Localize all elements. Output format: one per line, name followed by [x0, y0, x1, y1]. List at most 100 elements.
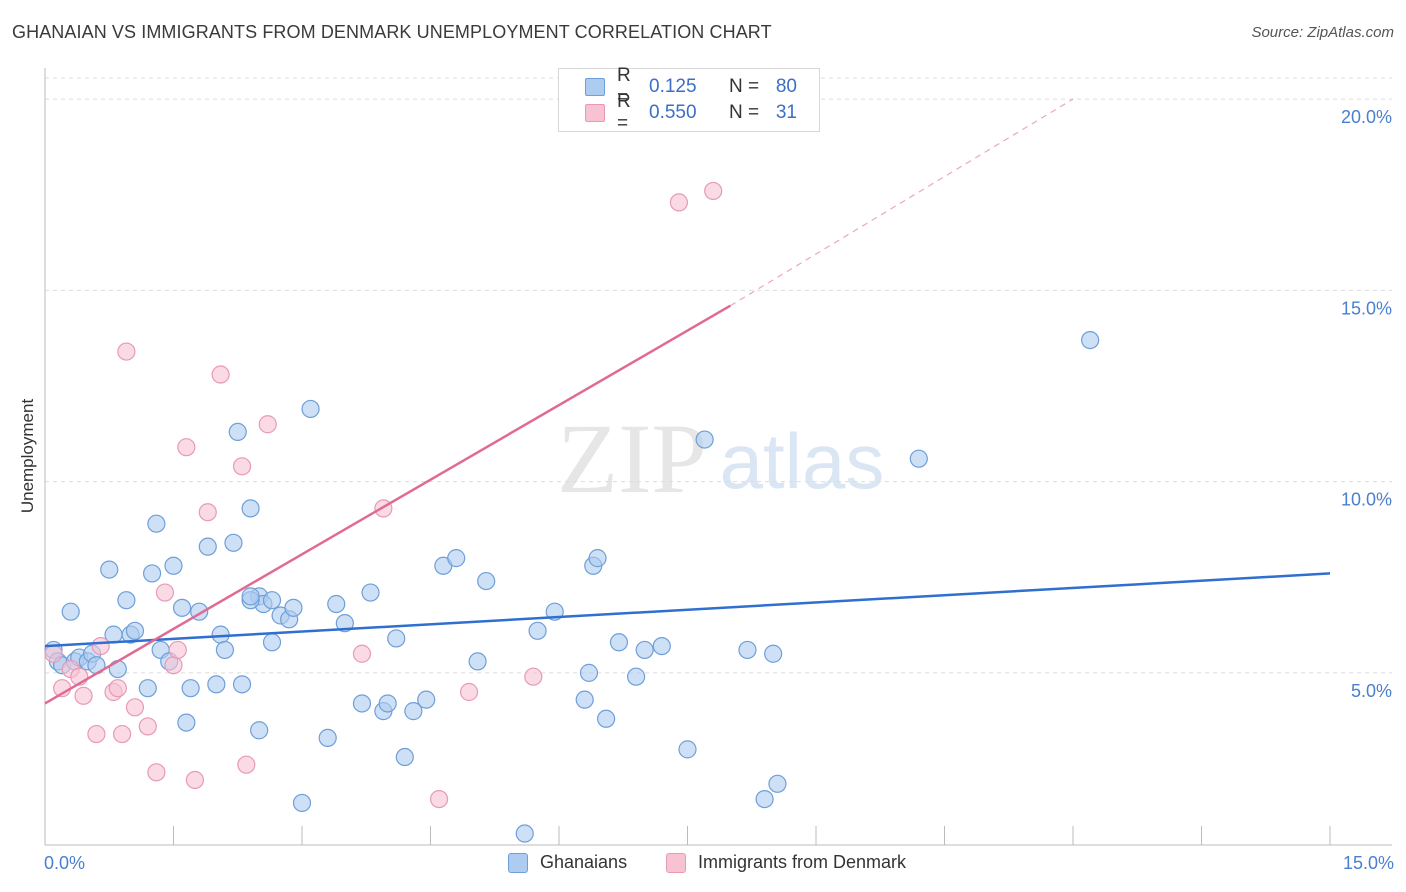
denmark-point [352, 644, 372, 663]
ghanaians-point [108, 659, 127, 679]
denmark-point [87, 724, 106, 744]
legend-swatch-blue [585, 78, 605, 96]
legend-n-value: 31 [775, 102, 797, 123]
denmark-point [108, 679, 127, 698]
ghanaians-point [327, 594, 346, 614]
ghanaians-point [597, 709, 616, 728]
ghanaians-point [575, 690, 594, 709]
denmark-point [524, 667, 543, 686]
denmark-point [168, 640, 187, 660]
y-tick-label: 5.0% [1351, 681, 1392, 701]
denmark-point [669, 193, 689, 212]
ghanaians-point [588, 549, 607, 568]
gridlines [45, 77, 1392, 674]
ghanaians-point [652, 636, 671, 656]
ghanaians-point [695, 430, 714, 449]
watermark: ZIP atlas [557, 403, 884, 514]
trend-lines [44, 98, 1331, 705]
tick-labels: 5.0% 10.0% 15.0% 20.0% 0.0% 15.0% [44, 107, 1394, 873]
ghanaians-point [147, 514, 166, 533]
ghanaians-point [318, 728, 337, 748]
ghanaians-point [579, 663, 599, 682]
denmark-point [125, 698, 145, 717]
ghanaians-point [468, 652, 487, 671]
ghanaians-point [528, 621, 547, 640]
denmark-point [74, 686, 93, 705]
ghanaians-point [764, 644, 783, 663]
ghanaians-point [241, 499, 260, 518]
ghanaians-point [117, 591, 136, 610]
ghanaians-point [768, 774, 787, 793]
ghanaians-point [1081, 331, 1100, 350]
ghanaians-point [378, 694, 397, 713]
ghanaians-point [447, 549, 466, 568]
ghanaians-point [284, 598, 303, 617]
ghanaians-point [172, 598, 192, 617]
denmark-point [258, 415, 277, 434]
ghanaians-point [164, 556, 183, 575]
denmark-point [185, 770, 205, 790]
denmark-point [177, 438, 196, 457]
ghanaians-trend-line [44, 572, 1331, 648]
bottom-legend-swatch-pink [666, 852, 686, 873]
ghanaians-point [477, 571, 496, 591]
ghanaians-point [125, 621, 145, 640]
legend-r-label: R = [617, 65, 631, 108]
legend-n-label: N = [729, 76, 760, 97]
legend-r-label: R = [617, 91, 631, 134]
denmark-point [459, 682, 479, 702]
ghanaians-point [177, 713, 196, 732]
ghanaians-point [232, 675, 252, 694]
y-tick-label: 10.0% [1341, 490, 1392, 510]
ghanaians-point [361, 583, 380, 602]
denmark-point [112, 724, 132, 744]
ghanaians-point [142, 564, 162, 583]
denmark-point [429, 789, 449, 809]
ghanaians-point [395, 747, 414, 767]
ghanaians-point [387, 629, 406, 648]
ghanaians-point [61, 602, 80, 621]
watermark-zip: ZIP [557, 403, 707, 514]
ghanaians-point [404, 702, 423, 721]
ghanaians-point [228, 422, 247, 441]
denmark-point [211, 365, 230, 384]
denmark-point [164, 656, 183, 675]
denmark-point [232, 457, 252, 476]
ghanaians-point [224, 533, 243, 552]
ghanaians-point [635, 640, 654, 660]
ghanaians-point [352, 694, 372, 713]
bottom-legend-ghanaians: Ghanaians [508, 852, 627, 873]
ghanaians-point [609, 633, 629, 652]
ghanaians-point [262, 591, 282, 610]
denmark-point [138, 717, 157, 736]
ghanaians-point [626, 667, 646, 686]
legend-n-label: N = [729, 102, 760, 123]
legend-r-value: 0.125 [649, 76, 697, 97]
ghanaians-point [755, 789, 774, 809]
axes [44, 68, 1392, 846]
bottom-legend-swatch-blue [508, 852, 528, 873]
denmark-point [237, 755, 256, 774]
ghanaians-point [100, 560, 119, 579]
bottom-legend-label: Immigrants from Denmark [698, 852, 907, 872]
ghanaians-point [207, 675, 226, 694]
denmark-point [704, 181, 723, 201]
y-axis-label: Unemployment [18, 398, 37, 514]
ghanaians-point [292, 793, 312, 813]
denmark-point [44, 644, 63, 663]
legend-row-denmark: R = 0.550 N = 31 [585, 91, 797, 134]
ghanaians-point [417, 690, 436, 709]
legend-r-value: 0.550 [649, 102, 697, 123]
ghanaians-point [909, 449, 928, 468]
denmark-trend-line [44, 304, 731, 705]
denmark-point [198, 503, 217, 522]
ghanaians-point [262, 633, 282, 652]
ghanaians-point [738, 640, 757, 660]
legend-n-value: 80 [775, 76, 797, 97]
chart-title: GHANAIAN VS IMMIGRANTS FROM DENMARK UNEM… [12, 22, 772, 42]
y-tick-label: 20.0% [1341, 107, 1392, 127]
ghanaians-point [515, 824, 534, 843]
ghanaians-point [335, 614, 354, 633]
denmark-point [147, 763, 166, 782]
